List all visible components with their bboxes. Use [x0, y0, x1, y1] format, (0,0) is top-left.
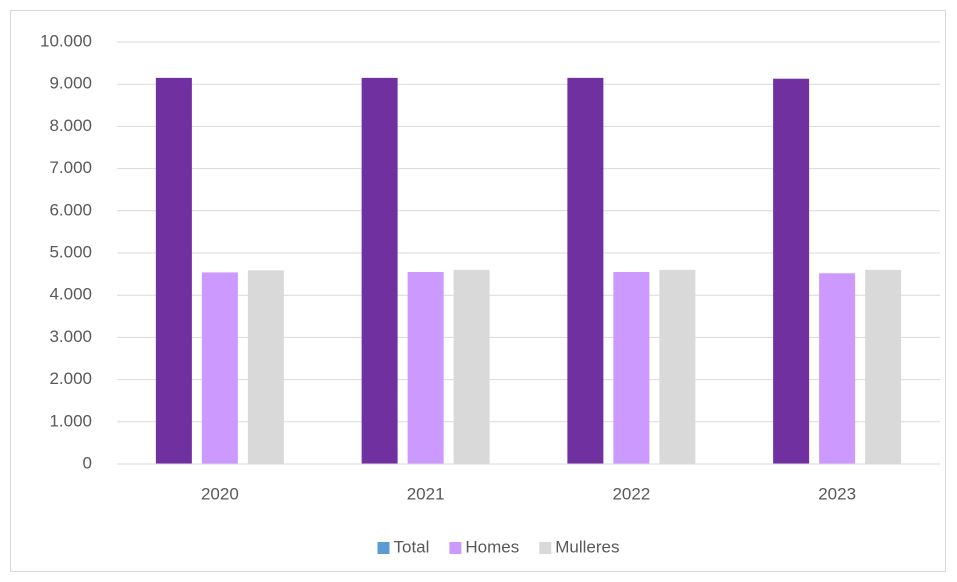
y-tick-label: 6.000	[49, 200, 92, 219]
bar	[201, 272, 238, 464]
y-tick-label: 7.000	[49, 158, 92, 177]
bar	[659, 269, 696, 464]
y-tick-label: 4.000	[49, 285, 92, 304]
legend-label: Mulleres	[555, 537, 619, 556]
bar	[453, 269, 490, 464]
legend-label: Total	[393, 537, 429, 556]
y-tick-label: 10.000	[40, 31, 92, 50]
bar	[819, 273, 856, 464]
legend-label: Homes	[465, 537, 519, 556]
bar	[407, 271, 444, 464]
y-tick-label: 5.000	[49, 242, 92, 261]
y-tick-label: 3.000	[49, 327, 92, 346]
y-tick-label: 2.000	[49, 369, 92, 388]
y-tick-label: 1.000	[49, 411, 92, 430]
x-tick-label: 2023	[818, 484, 856, 503]
bar	[155, 77, 192, 465]
x-tick-label: 2021	[407, 484, 445, 503]
bar	[361, 77, 398, 465]
bar	[613, 271, 650, 464]
legend-swatch	[539, 542, 552, 554]
y-tick-label: 9.000	[49, 74, 92, 93]
x-tick-label: 2022	[612, 484, 650, 503]
legend-swatch	[377, 542, 390, 554]
bar	[567, 77, 604, 465]
legend-swatch	[449, 542, 462, 554]
x-tick-label: 2020	[201, 484, 239, 503]
bar	[247, 270, 284, 464]
bar	[773, 78, 810, 465]
y-tick-label: 8.000	[49, 116, 92, 135]
bar	[865, 269, 902, 464]
y-tick-label: 0	[83, 453, 92, 472]
